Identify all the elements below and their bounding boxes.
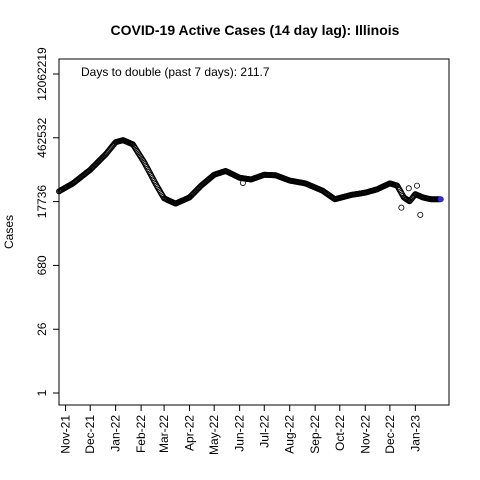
x-tick-label: Jan-22 [109, 415, 123, 452]
x-tick-label: Nov-21 [59, 415, 73, 454]
x-tick-label: Mar-22 [157, 415, 171, 453]
data-point [395, 184, 402, 191]
data-points [56, 137, 444, 218]
x-tick-label: Nov-22 [358, 415, 372, 454]
chart-title: COVID-19 Active Cases (14 day lag): Illi… [111, 22, 400, 38]
y-tick-label: 12062219 [35, 47, 49, 101]
x-tick-label: Dec-22 [383, 415, 397, 454]
y-axis-label: Cases [2, 215, 16, 249]
data-point [395, 185, 402, 192]
x-tick-label: Dec-21 [83, 415, 97, 454]
x-tick-label: Apr-22 [183, 415, 197, 451]
plot-frame [58, 58, 450, 406]
x-axis: Nov-21 Dec-21 Jan-22 Feb-22 Mar-22 Apr-22 May-… [59, 404, 422, 455]
y-tick-label: 1 [35, 389, 49, 396]
x-tick-label: Jun-22 [233, 415, 247, 452]
x-tick-label: Feb-22 [134, 415, 148, 453]
doubling-annotation: Days to double (past 7 days): 211.7 [81, 65, 270, 79]
y-tick-label: 680 [35, 255, 49, 275]
data-point [417, 211, 424, 218]
data-point [398, 189, 405, 196]
x-tick-label: Aug-22 [283, 415, 297, 454]
data-point [239, 179, 246, 186]
x-tick-label: Sep-22 [308, 415, 322, 454]
y-tick-label: 17736 [35, 185, 49, 219]
data-point [405, 185, 412, 192]
data-point [396, 187, 403, 194]
y-axis: 1 26 680 17736 462532 12062219 [35, 47, 60, 396]
data-point [398, 204, 405, 211]
data-point [413, 182, 420, 189]
y-tick-label: 26 [35, 322, 49, 336]
x-tick-label: May-22 [207, 415, 221, 455]
data-point [394, 182, 401, 189]
data-point [397, 188, 404, 195]
data-point-latest [437, 196, 444, 203]
x-tick-label: Jul-22 [257, 415, 271, 448]
y-tick-label: 462532 [35, 117, 49, 157]
x-tick-label: Jan-23 [408, 415, 422, 452]
x-tick-label: Oct-22 [333, 415, 347, 451]
